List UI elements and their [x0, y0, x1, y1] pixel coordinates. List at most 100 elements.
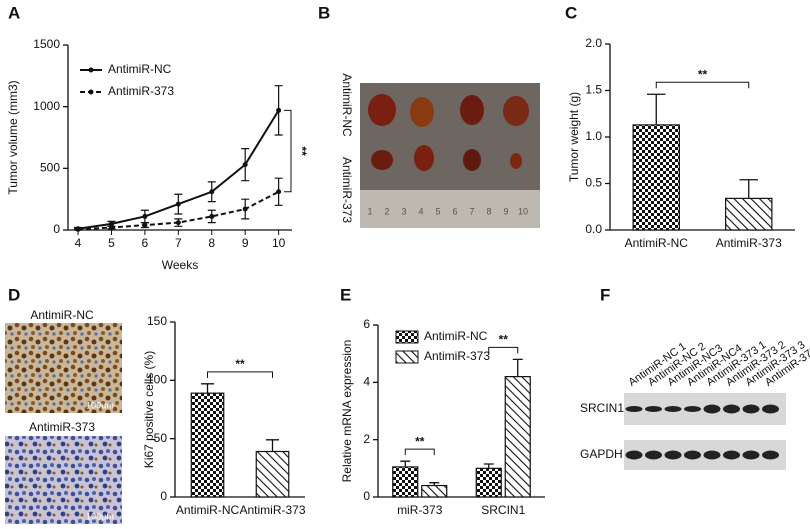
band	[664, 450, 682, 460]
x-tick-label: 10	[272, 236, 286, 250]
point	[142, 222, 148, 228]
band	[742, 450, 760, 460]
x-axis-label: Weeks	[162, 258, 198, 272]
band	[723, 450, 740, 460]
error-bar	[266, 439, 279, 452]
point	[276, 107, 282, 113]
band	[625, 450, 643, 460]
y-tick-label: 0.5	[585, 176, 602, 190]
x-tick-label: AntimiR-373	[716, 236, 782, 250]
image-label: AntimiR-NC	[30, 308, 94, 322]
point	[209, 213, 215, 219]
band-label: SRCIN1	[580, 401, 624, 415]
point	[75, 226, 81, 232]
bar	[392, 466, 419, 498]
y-tick-label: 0	[363, 489, 370, 503]
legend-swatch	[395, 350, 419, 364]
point	[175, 220, 181, 226]
y-tick-label: 100	[147, 373, 167, 387]
bar	[504, 376, 531, 498]
panel-letter: F	[600, 285, 610, 304]
y-axis-label: Ki67 positive cells (%)	[142, 351, 156, 468]
point	[175, 201, 181, 207]
error-bar	[739, 179, 758, 199]
x-tick-label: 6	[142, 236, 149, 250]
point	[242, 162, 248, 168]
point	[209, 189, 215, 195]
band	[703, 450, 721, 460]
error-bar	[647, 93, 666, 125]
band	[664, 406, 682, 412]
x-tick-label: AntimiR-373	[239, 503, 305, 517]
y-tick-label: 1.0	[585, 129, 602, 143]
bar	[632, 124, 680, 231]
band-label: GAPDH	[580, 447, 623, 461]
ruler-label: 6	[452, 206, 457, 216]
x-tick-label: 9	[242, 236, 249, 250]
y-tick-label: 0.0	[585, 222, 602, 236]
legend-marker	[88, 89, 94, 95]
band	[742, 404, 760, 414]
error-bar	[400, 460, 411, 467]
bar	[421, 484, 448, 498]
bracket	[207, 371, 273, 378]
y-tick-label: 0	[160, 489, 167, 503]
point	[242, 206, 248, 212]
y-axis-label: Tumor volume (mm3)	[6, 80, 20, 194]
error-bar	[429, 482, 440, 486]
ruler-label: 10	[518, 206, 528, 216]
band	[703, 404, 721, 414]
bracket	[488, 346, 519, 354]
error-bar	[201, 383, 214, 394]
panel-letter: A	[8, 3, 20, 22]
x-tick-label: 8	[208, 236, 215, 250]
legend-marker	[88, 67, 94, 73]
ruler-label: 4	[418, 206, 423, 216]
bar	[255, 450, 290, 498]
x-tick-label: AntimiR-NC	[625, 236, 689, 250]
legend-swatch	[395, 330, 419, 344]
band	[723, 404, 740, 414]
x-tick-label: AntimiR-NC	[176, 503, 240, 517]
x-tick-label: 7	[175, 236, 182, 250]
y-tick-label: 150	[147, 314, 167, 328]
ruler-label: 8	[486, 206, 491, 216]
annotation: **	[415, 434, 425, 448]
annotation: **	[698, 67, 708, 81]
band	[645, 406, 662, 412]
y-tick-label: 2	[363, 432, 370, 446]
y-tick-label: 2.0	[585, 36, 602, 50]
x-tick-label: 4	[75, 236, 82, 250]
legend-label: AntimiR-373	[108, 84, 174, 98]
band	[762, 450, 779, 460]
ruler	[360, 190, 540, 228]
bar	[725, 197, 773, 231]
panel-letter: B	[318, 3, 330, 22]
y-tick-label: 4	[363, 375, 370, 389]
image-label: AntimiR-373	[29, 420, 95, 434]
scale-label: 100μm	[86, 400, 114, 410]
ihc-image	[5, 436, 122, 524]
y-tick-label: 1000	[33, 99, 60, 113]
tumors	[368, 94, 529, 171]
y-tick-label: 0	[53, 222, 60, 236]
point	[142, 213, 148, 219]
y-tick-label: 50	[154, 431, 168, 445]
band	[684, 450, 701, 460]
row-label: AntimiR-373	[340, 157, 354, 223]
error-bar	[483, 463, 494, 469]
ruler-label: 7	[469, 206, 474, 216]
bar	[475, 467, 502, 498]
point	[108, 225, 114, 231]
error-bar	[512, 358, 523, 377]
x-tick-label: SRCIN1	[481, 503, 525, 517]
x-tick-label: miR-373	[397, 503, 443, 517]
y-tick-label: 1500	[33, 37, 60, 51]
bar	[190, 392, 225, 498]
band	[684, 406, 701, 412]
band	[625, 406, 643, 412]
bracket	[655, 81, 750, 89]
y-axis-label: Relative mRNA expression	[340, 340, 354, 483]
scale-label: 100μm	[86, 511, 114, 521]
